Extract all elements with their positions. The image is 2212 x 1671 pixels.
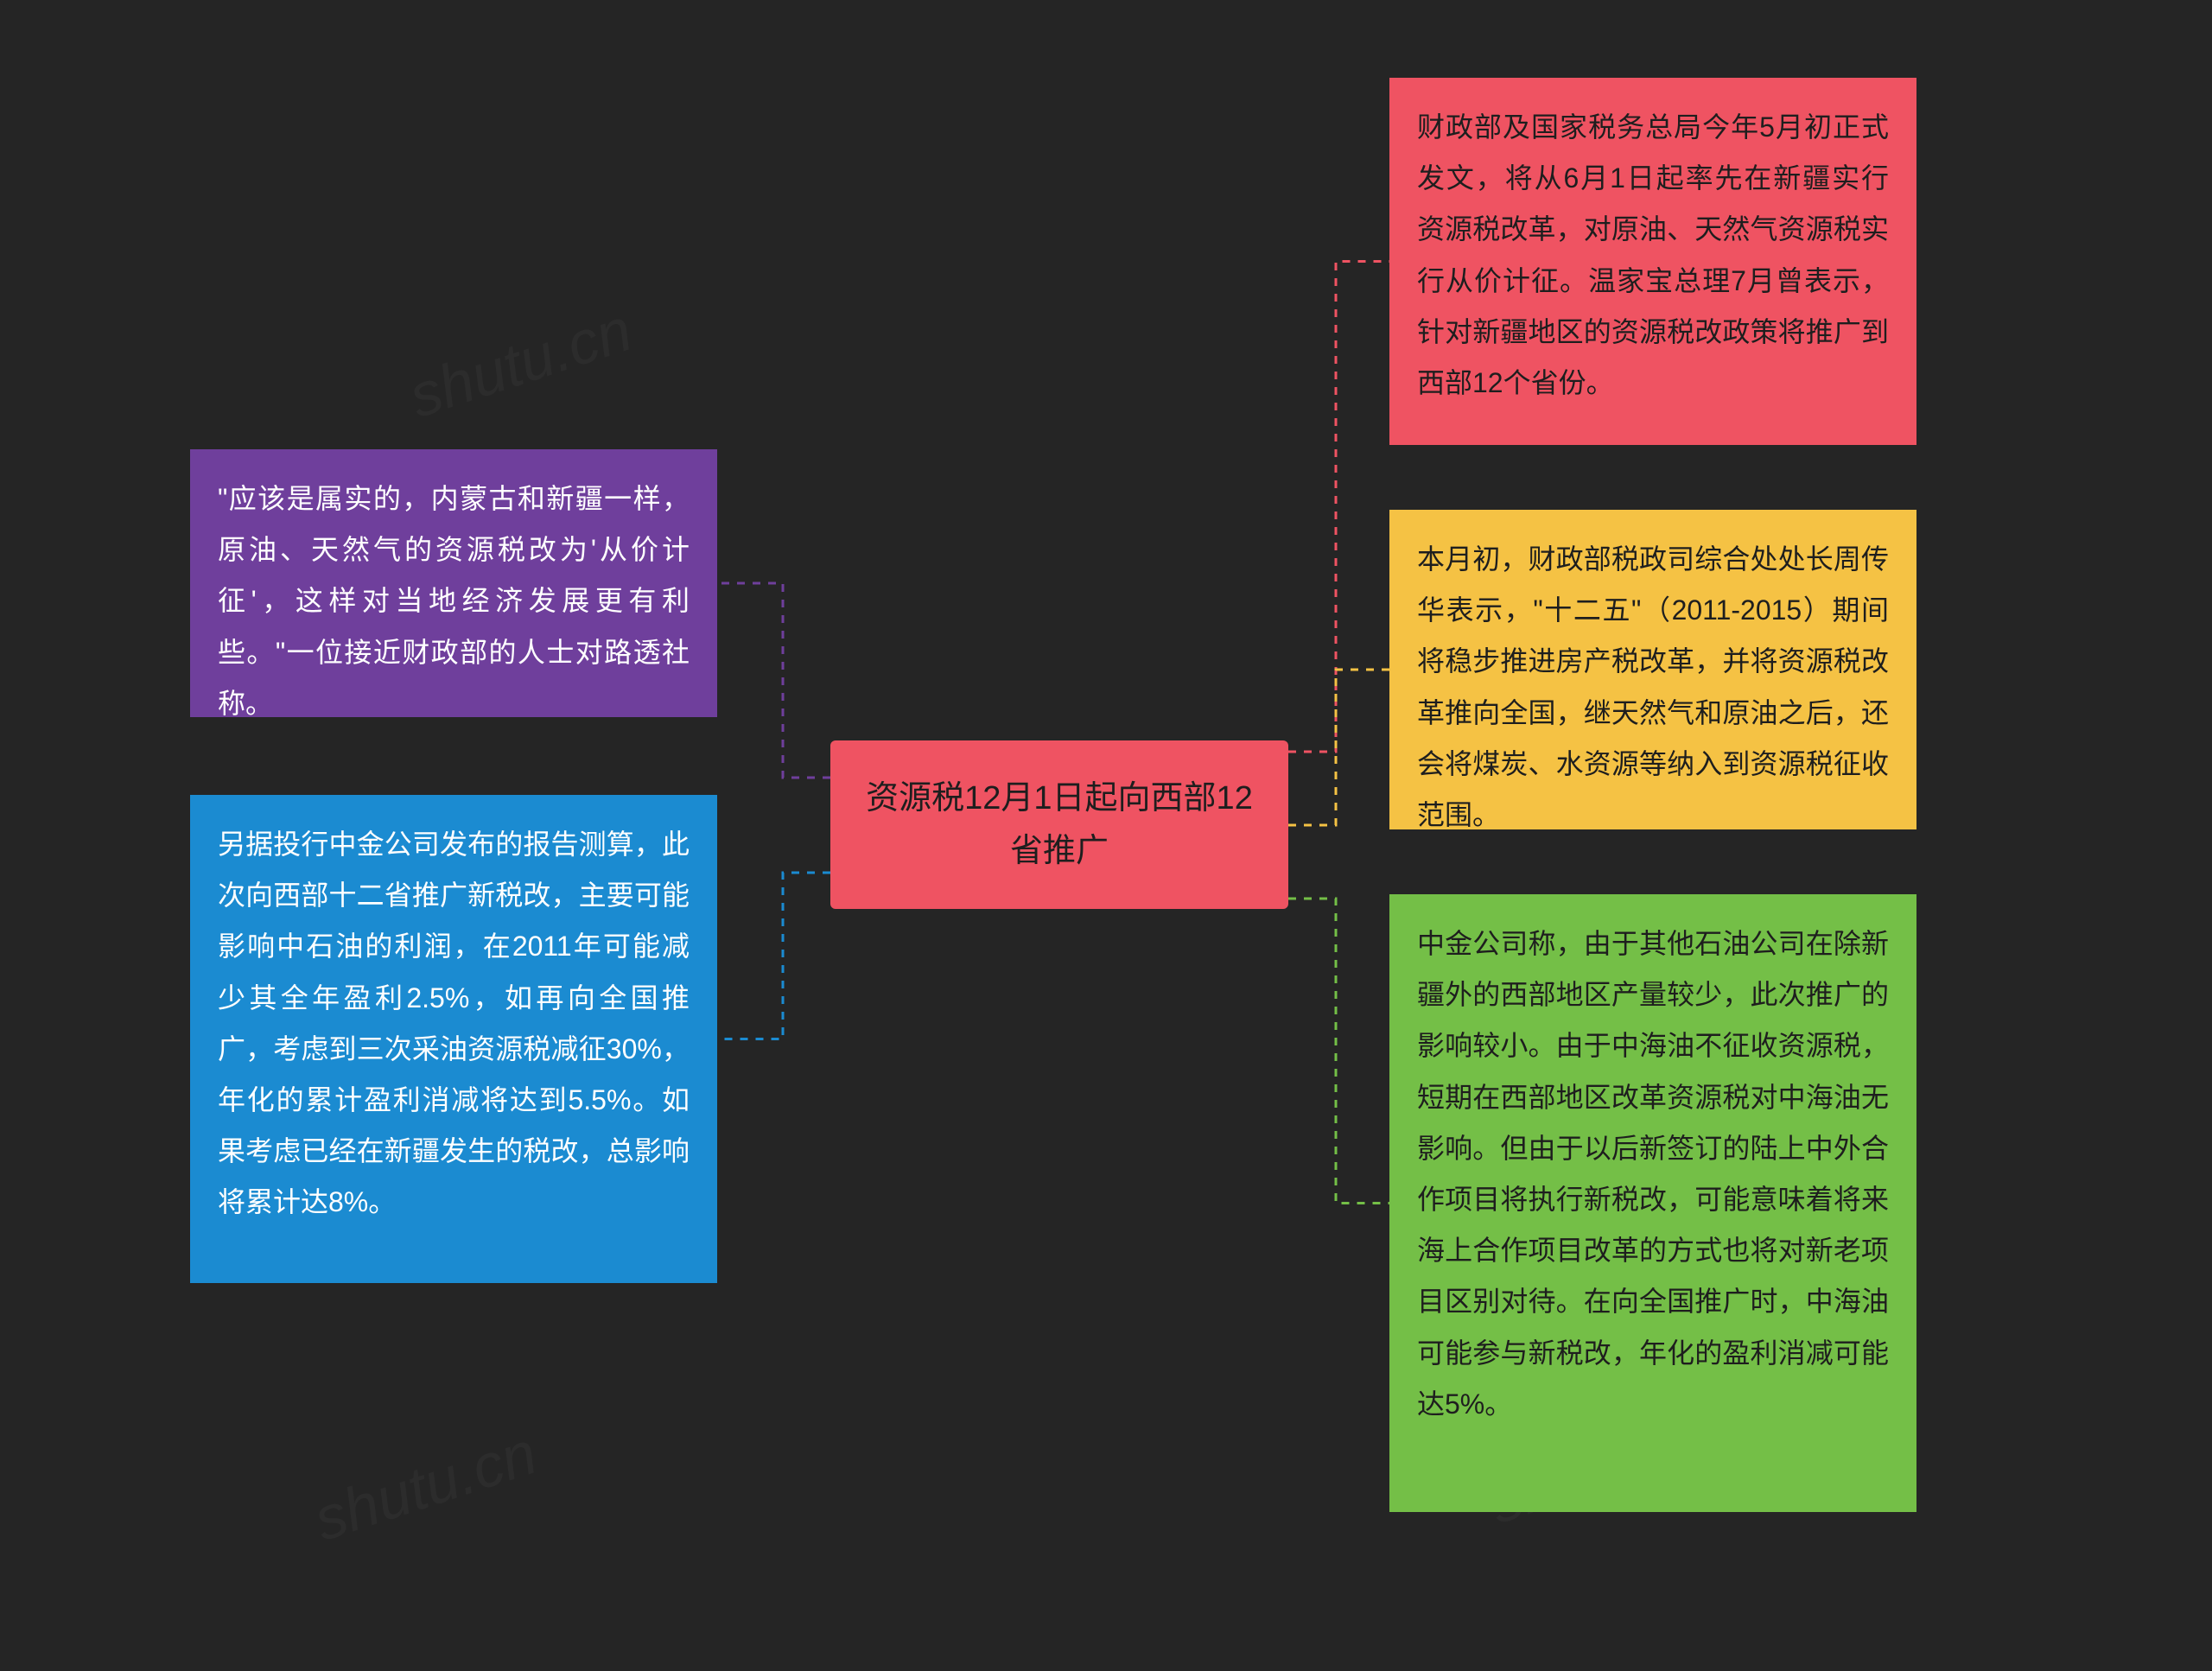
branch-left-2: 另据投行中金公司发布的报告测算，此次向西部十二省推广新税改，主要可能影响中石油的…	[190, 795, 717, 1283]
branch-text: 另据投行中金公司发布的报告测算，此次向西部十二省推广新税改，主要可能影响中石油的…	[218, 829, 690, 1217]
center-topic-text: 资源税12月1日起向西部12省推广	[858, 772, 1261, 878]
branch-left-1: "应该是属实的，内蒙古和新疆一样，原油、天然气的资源税改为'从价计征'，这样对当…	[190, 449, 717, 717]
watermark: shutu.cn	[401, 295, 639, 431]
branch-text: 本月初，财政部税政司综合处处长周传华表示，"十二五"（2011-2015）期间将…	[1417, 543, 1889, 830]
branch-text: 中金公司称，由于其他石油公司在除新疆外的西部地区产量较少，此次推广的影响较小。由…	[1417, 928, 1889, 1420]
branch-right-2: 本月初，财政部税政司综合处处长周传华表示，"十二五"（2011-2015）期间将…	[1389, 510, 1916, 829]
branch-text: 财政部及国家税务总局今年5月初正式发文，将从6月1日起率先在新疆实行资源税改革，…	[1417, 111, 1889, 398]
branch-right-3: 中金公司称，由于其他石油公司在除新疆外的西部地区产量较少，此次推广的影响较小。由…	[1389, 894, 1916, 1512]
branch-right-1: 财政部及国家税务总局今年5月初正式发文，将从6月1日起率先在新疆实行资源税改革，…	[1389, 78, 1916, 445]
center-topic: 资源税12月1日起向西部12省推广	[830, 740, 1288, 909]
watermark: shutu.cn	[306, 1418, 544, 1554]
branch-text: "应该是属实的，内蒙古和新疆一样，原油、天然气的资源税改为'从价计征'，这样对当…	[218, 483, 690, 719]
